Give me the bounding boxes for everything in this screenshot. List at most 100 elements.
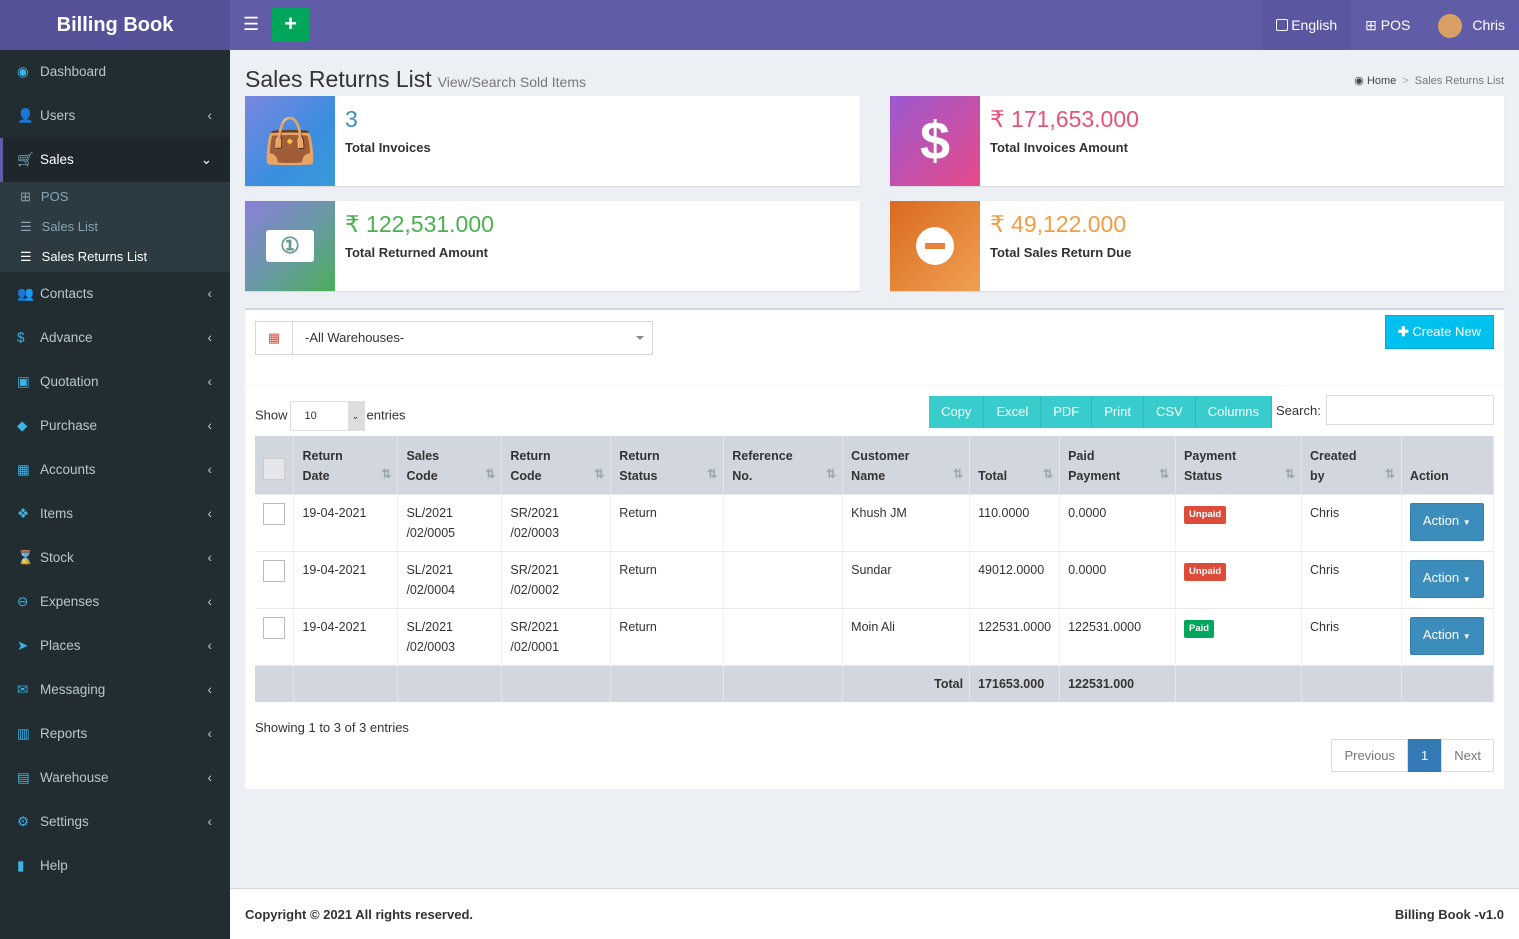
header-line2: Payment (1068, 468, 1121, 483)
breadcrumb: ◉ Home > Sales Returns List (1354, 75, 1504, 87)
entries-label: entries (366, 407, 406, 423)
sidebar-item-accounts[interactable]: ▦ Accounts ‹ (0, 448, 230, 492)
shopping-bag-icon: 👜 (245, 96, 335, 186)
caret-down-icon: ▼ (1462, 517, 1471, 527)
submenu-item-sales-list[interactable]: ☰ Sales List (20, 212, 98, 242)
stat-label: Total Invoices (345, 140, 431, 155)
create-new-button[interactable]: ✚ Create New (1384, 315, 1494, 349)
stat-total-returned: ① ₹ 122,531.000 Total Returned Amount (245, 201, 860, 291)
cart-icon: 🛒 (17, 152, 34, 167)
column-header[interactable]: Return Status ⇅ (610, 436, 725, 494)
table-total-row: Total 171653.000 122531.000 (255, 664, 1495, 702)
paid-payment: 0.0000 (1059, 550, 1177, 608)
sidebar-item-quotation[interactable]: ▣ Quotation ‹ (0, 360, 230, 404)
menu-toggle-icon[interactable]: ☰ (243, 14, 260, 34)
column-header[interactable]: Sales Code ⇅ (397, 436, 503, 494)
quick-add-button[interactable]: + (272, 8, 309, 41)
action-button[interactable]: Action ▼ (1409, 502, 1484, 541)
return-code[interactable]: SR/2021/02/0002 (501, 550, 612, 608)
total-label: Total (842, 664, 971, 702)
header-line2: Status (1184, 468, 1223, 483)
sidebar-item-stock[interactable]: ⌛ Stock ‹ (0, 536, 230, 580)
pdf-button[interactable]: PDF (1041, 396, 1093, 428)
sales-code[interactable]: SL/2021/02/0005 (397, 493, 503, 551)
stat-total-invoices-amount: $ ₹ 171,653.000 Total Invoices Amount (890, 96, 1504, 186)
sidebar-item-help[interactable]: ▮ Help (0, 844, 230, 888)
select-all-checkbox[interactable] (263, 457, 285, 480)
column-header[interactable]: Action (1401, 436, 1495, 494)
row-checkbox[interactable] (263, 502, 285, 525)
column-header[interactable]: Created by ⇅ (1301, 436, 1402, 494)
header-line1: Paid (1068, 448, 1095, 463)
sales-code[interactable]: SL/2021/02/0003 (397, 607, 503, 665)
table-row: 19-04-2021 SL/2021/02/0004 SR/2021/02/00… (255, 550, 1495, 608)
column-header[interactable]: Paid Payment ⇅ (1059, 436, 1177, 494)
top-right-nav: English ⊞ POS Chris (1262, 0, 1519, 50)
row-checkbox[interactable] (263, 559, 285, 582)
action-button[interactable]: Action ▼ (1409, 616, 1484, 655)
sidebar-item-dashboard[interactable]: ◉ Dashboard (0, 50, 230, 94)
th-icon: ▦ (17, 462, 30, 477)
csv-button[interactable]: CSV (1143, 396, 1196, 428)
dollar-icon: $ (890, 96, 980, 186)
breadcrumb-current: Sales Returns List (1414, 75, 1504, 87)
action-button[interactable]: Action ▼ (1409, 559, 1484, 598)
submenu-item-sales-returns-list[interactable]: ☰ Sales Returns List (20, 242, 147, 272)
page-1-button[interactable]: 1 (1408, 739, 1442, 772)
sidebar-item-warehouse[interactable]: ▤ Warehouse ‹ (0, 756, 230, 800)
chevron-icon: ‹ (207, 550, 213, 565)
total: 122531.0000 (969, 607, 1061, 665)
columns-button[interactable]: Columns (1195, 396, 1272, 428)
sales-code[interactable]: SL/2021/02/0004 (397, 550, 503, 608)
column-header[interactable]: Payment Status ⇅ (1175, 436, 1302, 494)
entries-select[interactable]: 10 ⌄ (289, 401, 365, 431)
column-header[interactable]: Reference No. ⇅ (723, 436, 844, 494)
pos-link[interactable]: ⊞ POS (1351, 0, 1424, 50)
paid-payment: 122531.0000 (1059, 607, 1177, 665)
breadcrumb-home[interactable]: Home (1366, 75, 1397, 87)
sidebar-item-messaging[interactable]: ✉ Messaging ‹ (0, 668, 230, 712)
return-status: Return (610, 493, 725, 551)
column-header[interactable]: Customer Name ⇅ (842, 436, 971, 494)
row-checkbox[interactable] (263, 616, 285, 639)
sidebar-item-settings[interactable]: ⚙ Settings ‹ (0, 800, 230, 844)
column-header[interactable]: Total ⇅ (969, 436, 1061, 494)
header-line1: Customer (851, 448, 910, 463)
sidebar-item-places[interactable]: ➤ Places ‹ (0, 624, 230, 668)
warehouse-select[interactable]: ▦ -All Warehouses- (255, 321, 653, 355)
sidebar-item-contacts[interactable]: 👥 Contacts ‹ (0, 272, 230, 316)
sidebar-item-label: Warehouse (40, 770, 109, 785)
search-input[interactable] (1326, 395, 1494, 425)
sidebar-item-advance[interactable]: $ Advance ‹ (0, 316, 230, 360)
app-logo[interactable]: Billing Book (0, 0, 230, 50)
submenu-item-pos[interactable]: ⊞ POS (20, 182, 68, 212)
column-header[interactable]: Return Code ⇅ (501, 436, 612, 494)
sidebar-item-expenses[interactable]: ⊖ Expenses ‹ (0, 580, 230, 624)
copy-button[interactable]: Copy (929, 396, 985, 428)
next-button[interactable]: Next (1441, 739, 1494, 772)
paid-sum: 122531.000 (1059, 664, 1177, 702)
return-code[interactable]: SR/2021/02/0001 (501, 607, 612, 665)
language-menu[interactable]: English (1262, 0, 1352, 50)
sidebar-item-label: Stock (40, 550, 74, 565)
return-code[interactable]: SR/2021/02/0003 (501, 493, 612, 551)
sidebar-item-sales[interactable]: 🛒 Sales ⌄ (0, 138, 230, 182)
header-line2: Date (302, 468, 330, 483)
header-line2: Action (1409, 468, 1449, 483)
excel-button[interactable]: Excel (984, 396, 1042, 428)
stat-label: Total Returned Amount (345, 245, 488, 260)
print-button[interactable]: Print (1092, 396, 1144, 428)
sidebar-item-users[interactable]: 👤 Users ‹ (0, 94, 230, 138)
previous-button[interactable]: Previous (1331, 739, 1409, 772)
sidebar-item-label: Expenses (40, 594, 100, 609)
sidebar-item-label: Settings (40, 814, 89, 829)
sidebar-item-purchase[interactable]: ◆ Purchase ‹ (0, 404, 230, 448)
sidebar-item-items[interactable]: ❖ Items ‹ (0, 492, 230, 536)
user-menu[interactable]: Chris (1424, 0, 1519, 50)
sidebar-item-reports[interactable]: ▥ Reports ‹ (0, 712, 230, 756)
sidebar-item-label: Places (40, 638, 81, 653)
caret-down-icon: ▼ (1462, 631, 1471, 641)
table-header: Return Date ⇅ Sales Code ⇅ Return Code ⇅ Return St… (255, 436, 1495, 494)
column-header[interactable]: Return Date ⇅ (293, 436, 399, 494)
building-icon: ▤ (17, 770, 30, 785)
